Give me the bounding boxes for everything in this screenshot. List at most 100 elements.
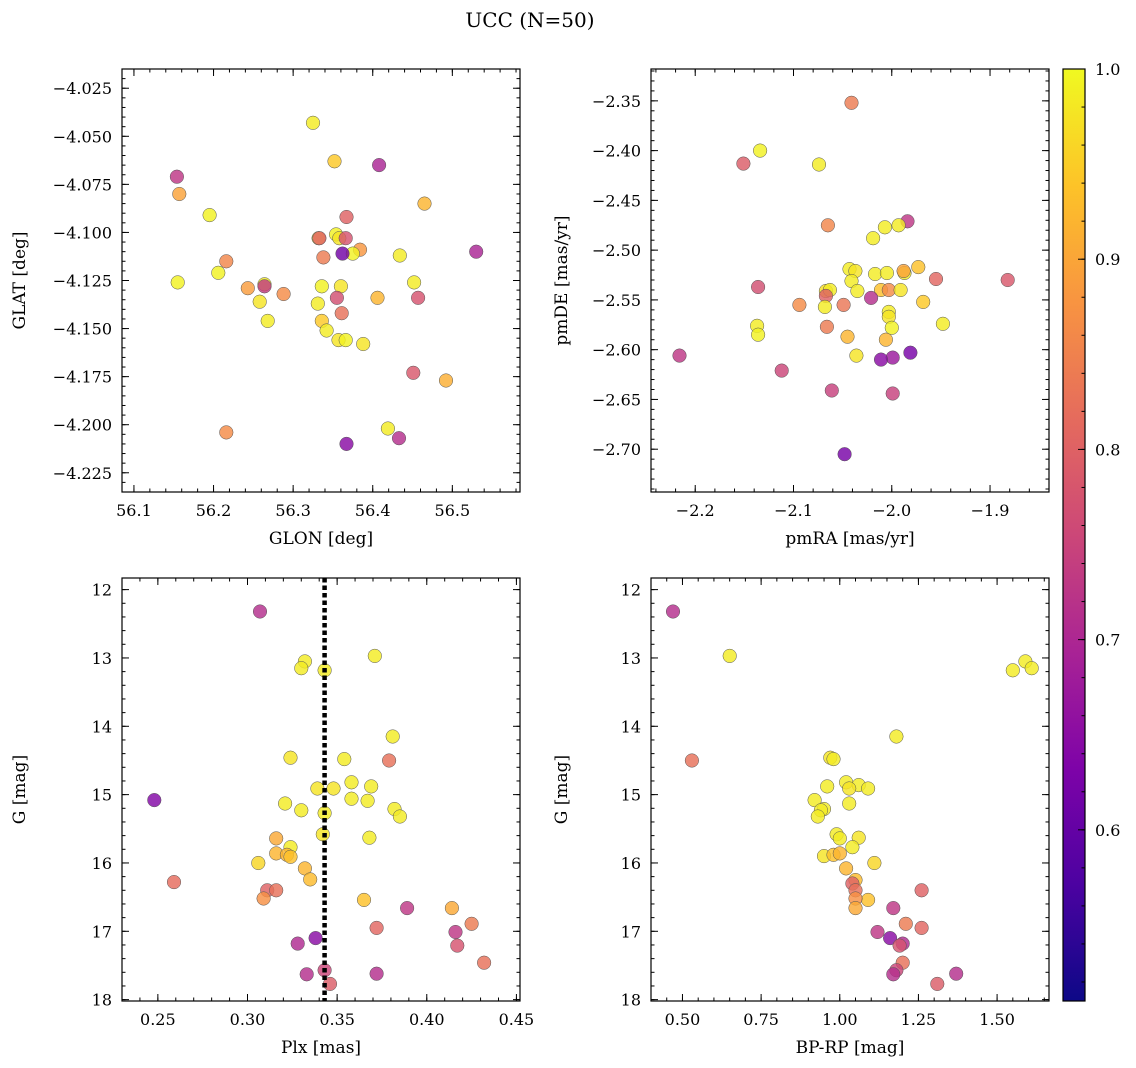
- scatter-point: [256, 891, 271, 906]
- y-tick-label: −4.050: [53, 127, 112, 146]
- scatter-point: [400, 901, 415, 916]
- scatter-point: [722, 648, 737, 663]
- scatter-point: [411, 290, 426, 305]
- scatter-point: [845, 840, 860, 855]
- scatter-point: [885, 350, 900, 365]
- scatter-point: [316, 250, 331, 265]
- scatter-point: [914, 920, 929, 935]
- scatter-point: [861, 781, 876, 796]
- x-tick-label: 0.25: [140, 1010, 176, 1029]
- scatter-point: [820, 779, 835, 794]
- y-tick-label: −2.55: [592, 291, 641, 310]
- scatter-point: [356, 892, 372, 907]
- scatter-point: [469, 244, 484, 259]
- y-axis-label: GLAT [deg]: [10, 231, 30, 329]
- scatter-point: [1000, 272, 1015, 288]
- scatter-point: [370, 290, 385, 305]
- y-tick-label: −2.35: [592, 92, 641, 111]
- scatter-point: [864, 290, 879, 305]
- scatter-point: [444, 901, 459, 916]
- axes-frame: [121, 577, 521, 1002]
- y-tick-label: 18: [621, 991, 641, 1010]
- panel-3: 0.25 0.30 0.35 0.40 0.45 12 13 14 15 16 17 18 Plx [m…: [10, 577, 535, 1058]
- colorbar-tick-label: 0.9: [1095, 250, 1120, 269]
- colorbar-tick-label: 0.8: [1095, 440, 1120, 459]
- x-axis-label: GLON [deg]: [269, 529, 373, 549]
- scatter-point: [896, 263, 911, 279]
- x-axis-label: pmRA [mas/yr]: [785, 529, 914, 549]
- scatter-point: [303, 872, 318, 887]
- scatter-point: [172, 186, 187, 202]
- y-tick-label: 14: [621, 717, 641, 736]
- scatter-point: [893, 282, 908, 298]
- scatter-point: [774, 363, 789, 378]
- scatter-point: [294, 661, 309, 676]
- scatter-point: [935, 316, 950, 331]
- scatter-point: [278, 796, 293, 811]
- scatter-point: [276, 286, 291, 302]
- y-axis-label: pmDE [mas/yr]: [552, 215, 572, 345]
- scatter-point: [326, 781, 341, 796]
- scatter-point: [269, 883, 284, 898]
- scatter-point: [299, 967, 314, 982]
- scatter-point: [848, 901, 863, 916]
- scatter-point: [837, 447, 852, 462]
- scatter-point: [873, 352, 889, 367]
- scatter-point: [211, 265, 226, 280]
- scatter-point: [283, 849, 298, 864]
- y-tick-label: 16: [621, 854, 641, 873]
- y-tick-label: −2.70: [592, 440, 641, 459]
- axes-frame: [650, 577, 1050, 1002]
- y-tick-label: 13: [92, 649, 112, 668]
- scatter-point: [949, 966, 964, 981]
- scatter-point: [392, 809, 407, 824]
- scatter-point: [886, 901, 901, 916]
- scatter-point: [877, 220, 892, 235]
- scatter-point: [832, 846, 847, 861]
- scatter-point: [356, 336, 371, 352]
- scatter-point: [672, 348, 687, 363]
- scatter-point: [294, 803, 309, 818]
- scatter-point: [290, 936, 305, 951]
- scatter-point: [736, 156, 751, 171]
- x-tick-label: 0.35: [319, 1010, 355, 1029]
- colorbar-frame: [1062, 68, 1086, 1002]
- scatter-point: [369, 920, 384, 935]
- scatter-point: [170, 275, 185, 290]
- scatter-point: [450, 938, 465, 953]
- scatter-point: [867, 855, 882, 871]
- scatter-point: [406, 365, 421, 380]
- scatter-point: [327, 154, 342, 169]
- scatter-point: [819, 319, 834, 334]
- scatter-point: [665, 604, 681, 619]
- y-tick-label: −4.025: [53, 79, 112, 98]
- scatter-point: [147, 793, 162, 808]
- scatter-point: [372, 158, 387, 173]
- scatter-point: [448, 924, 463, 940]
- scatter-point: [362, 830, 377, 845]
- scatter-point: [751, 327, 766, 342]
- scatter-point: [367, 648, 382, 663]
- scatter-point: [310, 781, 325, 796]
- scatter-point: [751, 279, 766, 295]
- scatter-point: [334, 306, 349, 321]
- x-tick-label: 56.1: [116, 501, 152, 520]
- scatter-point: [369, 966, 384, 981]
- y-tick-label: 18: [92, 991, 112, 1010]
- scatter-point: [477, 955, 492, 970]
- y-tick-label: −4.225: [53, 464, 112, 483]
- x-axis-label: Plx [mas]: [281, 1038, 361, 1058]
- scatter-point: [337, 752, 352, 767]
- scatter-point: [1024, 661, 1039, 676]
- y-tick-label: 17: [621, 922, 641, 941]
- points: [147, 604, 492, 991]
- scatter-point: [878, 332, 893, 347]
- y-tick-label: −4.125: [53, 272, 112, 291]
- scatter-point: [240, 281, 255, 296]
- colorbar-tick-label: 1.0: [1095, 60, 1120, 79]
- x-tick-label: 1.00: [822, 1010, 858, 1029]
- x-tick-label: 0.45: [499, 1010, 535, 1029]
- scatter-point: [826, 752, 841, 767]
- x-tick-label: 56.4: [355, 501, 391, 520]
